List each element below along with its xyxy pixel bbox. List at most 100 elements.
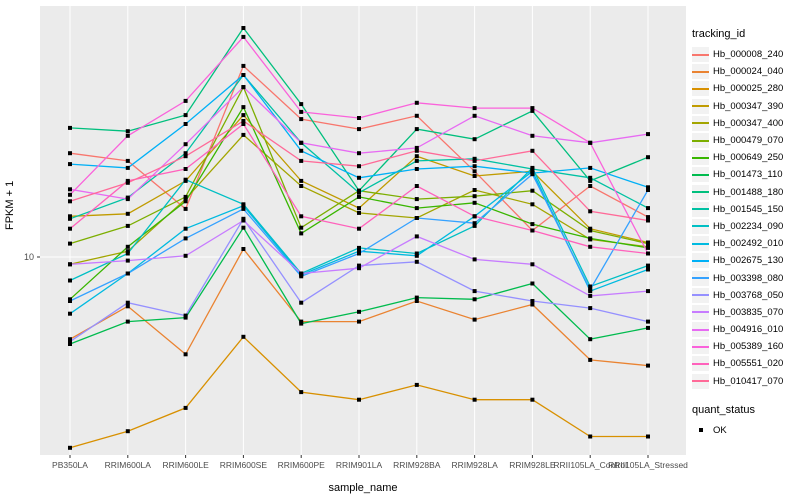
legend-key-swatch — [692, 47, 709, 63]
data-point-marker — [414, 158, 419, 163]
data-point-marker — [588, 284, 593, 289]
data-point-marker — [68, 278, 72, 283]
data-point-marker — [299, 148, 304, 153]
x-tick-label: RRIM600LE — [162, 460, 209, 470]
data-point-marker — [357, 263, 361, 268]
data-point-marker — [125, 271, 130, 276]
data-point-marker — [414, 259, 419, 264]
data-point-marker — [646, 245, 650, 250]
legend-item-label: Hb_003835_070 — [713, 306, 784, 318]
data-point-marker — [357, 210, 361, 215]
legend-key-swatch — [692, 339, 709, 355]
data-point-marker — [472, 106, 477, 111]
data-point-marker — [472, 297, 477, 302]
data-point-marker — [646, 267, 650, 272]
legend-line-icon — [692, 242, 709, 245]
legend-item-label: Hb_000347_390 — [713, 100, 784, 112]
data-point-marker — [588, 236, 593, 241]
data-point-marker — [414, 253, 419, 258]
legend-item-label: Hb_002492_010 — [713, 238, 784, 250]
legend-item-label: Hb_003398_080 — [713, 272, 784, 284]
data-point-marker — [241, 73, 246, 77]
legend-key-swatch — [692, 133, 709, 149]
data-point-marker — [183, 352, 188, 357]
data-point-marker — [68, 226, 72, 231]
data-point-marker — [588, 165, 593, 170]
data-point-marker — [414, 184, 419, 188]
data-point-marker — [183, 142, 188, 147]
legend-line-icon — [692, 53, 709, 56]
data-point-marker — [183, 194, 188, 199]
legend-quant-items: OK — [692, 422, 800, 439]
legend-key-swatch — [692, 287, 709, 303]
data-point-marker — [125, 429, 130, 434]
data-point-marker — [646, 251, 650, 256]
data-point-marker — [472, 164, 477, 169]
data-point-marker — [530, 133, 535, 138]
legend-items: Hb_000008_240 Hb_000024_040 Hb_000025_280 H… — [692, 46, 800, 390]
x-tick-label: RRIM928LA — [451, 460, 498, 470]
legend-line-icon — [692, 362, 709, 365]
data-point-marker — [414, 145, 419, 150]
data-point-marker — [357, 319, 361, 324]
legend-line-icon — [692, 328, 709, 331]
legend-key-swatch — [692, 115, 709, 131]
data-point-marker — [530, 281, 535, 286]
data-point-marker — [241, 122, 246, 126]
data-point-marker — [530, 397, 535, 402]
data-point-marker — [646, 206, 650, 211]
legend-item-label: Hb_000024_040 — [713, 66, 784, 78]
data-point-marker — [588, 306, 593, 311]
data-point-marker — [68, 342, 72, 346]
data-point-marker — [125, 165, 130, 170]
data-point-marker — [125, 211, 130, 216]
legend-item: Hb_004916_010 — [692, 321, 800, 338]
data-point-marker — [241, 203, 246, 208]
legend-key-swatch — [692, 322, 709, 338]
data-point-marker — [125, 258, 130, 263]
data-point-marker — [530, 165, 535, 170]
data-point-marker — [241, 225, 246, 230]
data-point-marker — [646, 215, 650, 220]
y-tick-label: 10 — [24, 252, 34, 262]
legend-item: Hb_003398_080 — [692, 269, 800, 286]
data-point-marker — [588, 175, 593, 180]
data-point-marker — [299, 102, 304, 107]
data-point-marker — [125, 304, 130, 309]
x-tick-label: RRIM928LE — [509, 460, 556, 470]
legend-item: Hb_000649_250 — [692, 149, 800, 166]
legend-key-swatch — [692, 236, 709, 252]
data-point-marker — [125, 158, 130, 163]
data-point-marker — [357, 245, 361, 250]
legend-item-quant: OK — [692, 422, 800, 439]
data-point-marker — [68, 187, 72, 192]
data-point-marker — [357, 249, 361, 254]
legend-item-label: Hb_002234_090 — [713, 220, 784, 232]
data-point-marker — [299, 274, 304, 279]
legend-key-swatch — [692, 356, 709, 372]
data-point-marker — [183, 177, 188, 182]
legend-key-swatch — [692, 422, 709, 438]
legend-item: Hb_001545_150 — [692, 201, 800, 218]
data-point-marker — [241, 113, 246, 118]
data-point-marker — [299, 184, 304, 188]
legend-title-quant-status: quant_status — [692, 403, 755, 416]
data-point-marker — [183, 197, 188, 202]
data-point-marker — [68, 445, 72, 450]
data-point-marker — [472, 113, 477, 118]
data-point-marker — [299, 231, 304, 236]
data-point-marker — [530, 262, 535, 267]
data-point-marker — [530, 148, 535, 153]
x-tick-label: RRIM600PE — [278, 460, 326, 470]
legend-item-label: Hb_001473_110 — [713, 169, 783, 181]
data-point-marker — [68, 262, 72, 267]
data-point-marker — [241, 206, 246, 211]
data-point-marker — [530, 302, 535, 307]
data-point-marker — [357, 251, 361, 256]
data-point-marker — [414, 113, 419, 118]
legend-line-icon — [692, 139, 709, 142]
data-point-marker — [646, 188, 650, 192]
legend-item: Hb_001488_180 — [692, 184, 800, 201]
data-point-marker — [357, 151, 361, 156]
